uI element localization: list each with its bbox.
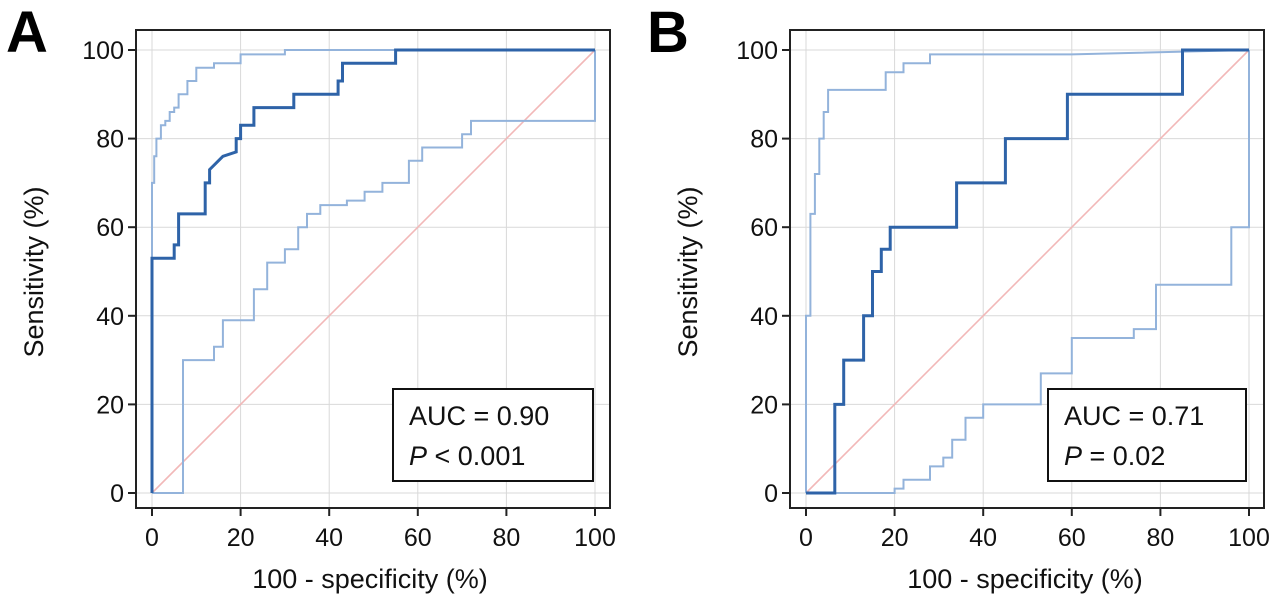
p-value-text: P = 0.02 [1064, 441, 1165, 471]
auc-text: AUC = 0.71 [1064, 401, 1204, 431]
y-tick-label: 80 [750, 126, 778, 154]
stat-box: AUC = 0.71 P = 0.02 [1047, 388, 1247, 482]
y-tick-label: 100 [736, 37, 778, 65]
plot-frame [789, 29, 1265, 509]
x-tick-label: 100 [1228, 524, 1270, 552]
x-tick-label: 60 [1058, 524, 1086, 552]
p-symbol: P [409, 441, 427, 471]
ci-upper-curve [805, 49, 1250, 493]
x-tick-label: 60 [404, 524, 432, 552]
ticks: 0 20 40 60 80 100 0 20 40 60 80 100 [736, 37, 1270, 552]
roc-curve [150, 48, 595, 493]
reference-diagonal [805, 49, 1250, 494]
x-tick-label: 20 [881, 524, 909, 552]
x-tick-label: 20 [227, 524, 255, 552]
x-tick-label: 100 [574, 524, 616, 552]
plot-frame [135, 29, 611, 509]
y-tick-label: 40 [750, 303, 778, 331]
x-tick-label: 0 [145, 524, 159, 552]
x-axis-title: 100 - specificity (%) [907, 564, 1143, 594]
y-axis-title: Sensitivity (%) [19, 186, 49, 357]
y-tick-label: 40 [96, 303, 124, 331]
stat-box: AUC = 0.90 P < 0.001 [392, 388, 594, 482]
ticks: 0 20 40 60 80 100 0 20 40 60 80 100 [82, 37, 616, 552]
y-tick-label: 0 [110, 480, 124, 508]
ci-lower-curve [152, 50, 596, 494]
y-tick-label: 20 [96, 391, 124, 419]
ci-upper-curve [151, 49, 595, 493]
x-axis-title: 100 - specificity (%) [252, 564, 488, 594]
p-symbol: P [1064, 441, 1082, 471]
roc-panel-a: A 0 20 40 60 80 100 0 20 40 60 80 100 100 - specifi… [6, 0, 616, 594]
reference-diagonal [151, 49, 596, 494]
panel-letter: B [647, 0, 689, 65]
y-tick-label: 20 [750, 391, 778, 419]
auc-text: AUC = 0.90 [409, 401, 549, 431]
x-tick-label: 40 [315, 524, 343, 552]
p-value: = 0.02 [1082, 441, 1165, 471]
p-value: < 0.001 [427, 441, 525, 471]
y-axis-title: Sensitivity (%) [673, 186, 703, 357]
curves [805, 48, 1250, 495]
roc-curve [806, 48, 1249, 495]
roc-panel-b: B 0 20 40 60 80 100 0 20 40 60 80 100 100 - specifi… [647, 0, 1270, 594]
ci-lower-curve [806, 50, 1250, 494]
y-tick-label: 80 [96, 126, 124, 154]
x-tick-label: 0 [799, 524, 813, 552]
y-tick-label: 60 [96, 214, 124, 242]
y-tick-label: 60 [750, 214, 778, 242]
y-tick-label: 0 [764, 480, 778, 508]
curves [150, 48, 596, 494]
x-tick-label: 80 [1146, 524, 1174, 552]
p-value-text: P < 0.001 [409, 441, 525, 471]
panel-letter: A [6, 0, 48, 65]
x-tick-label: 40 [969, 524, 997, 552]
y-tick-label: 100 [82, 37, 124, 65]
x-tick-label: 80 [492, 524, 520, 552]
